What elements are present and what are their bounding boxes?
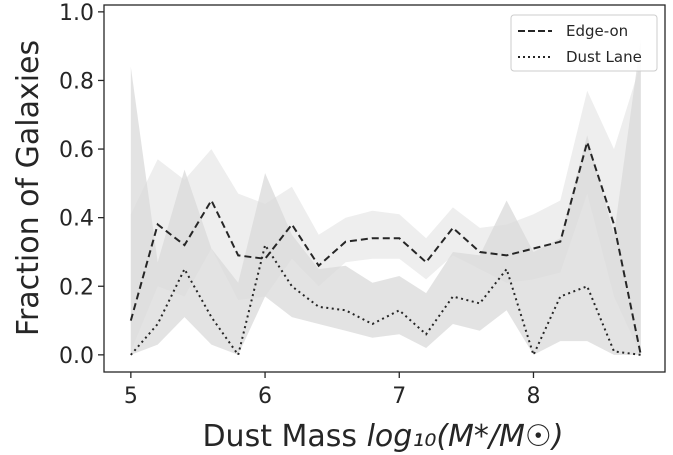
x-axis-title: Dust Mass log₁₀(M*/M☉) [202,419,563,454]
legend-label-dust-lane: Dust Lane [566,48,642,66]
x-tick-label: 6 [258,384,272,409]
x-axis-title-math: log₁₀(M*/M☉) [367,419,564,454]
y-tick-label: 0.4 [59,207,94,232]
y-tick-label: 1.0 [59,1,94,26]
y-tick-label: 0.6 [59,138,94,163]
y-tick-label: 0.2 [59,275,94,300]
y-tick-label: 0.8 [59,69,94,94]
legend: Edge-on Dust Lane [511,15,657,71]
x-tick-label: 8 [526,384,540,409]
x-tick-label: 5 [124,384,138,409]
x-axis-title-text: Dust Mass [202,419,366,454]
x-axis-ticks: 5 6 7 8 [124,372,541,409]
y-tick-label: 0.0 [59,344,94,369]
legend-label-edge-on: Edge-on [566,22,628,40]
uncertainty-bands [131,39,641,355]
y-axis-ticks: 0.0 0.2 0.4 0.6 0.8 1.0 [59,1,104,369]
x-tick-label: 7 [392,384,406,409]
y-axis-title: Fraction of Galaxies [11,40,46,336]
